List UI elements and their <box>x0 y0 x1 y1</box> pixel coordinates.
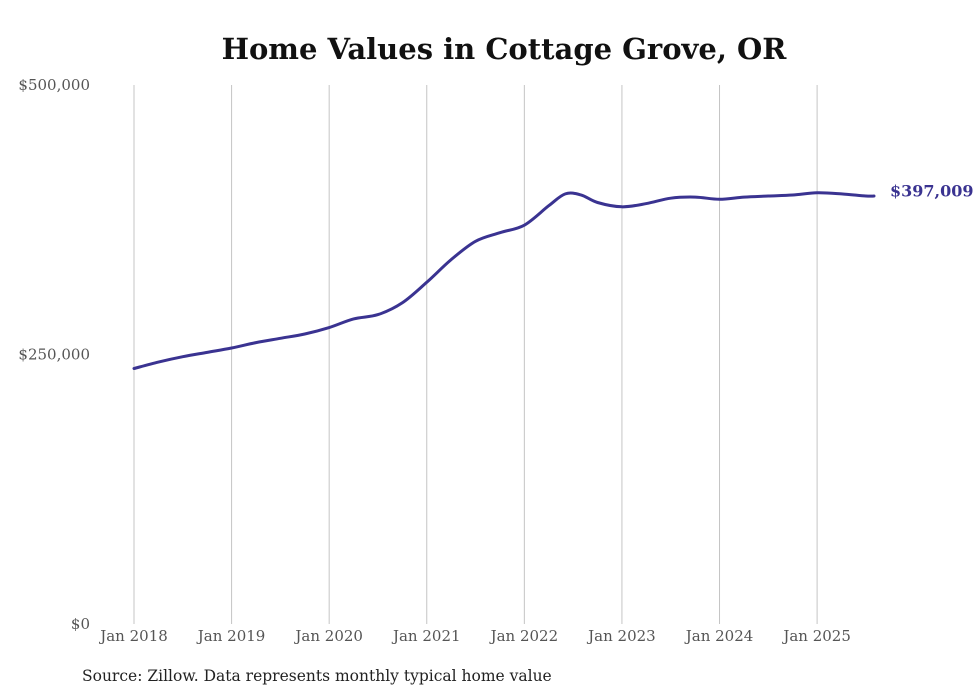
y-tick-label: $0 <box>71 615 90 633</box>
x-tick-label: Jan 2020 <box>293 627 363 645</box>
x-tick-label: Jan 2023 <box>586 627 656 645</box>
source-note: Source: Zillow. Data represents monthly … <box>82 667 552 685</box>
series-layer: $397,009 <box>132 182 974 371</box>
x-tick-label: Jan 2021 <box>391 627 461 645</box>
chart-title: Home Values in Cottage Grove, OR <box>222 32 788 66</box>
x-tick-label: Jan 2018 <box>98 627 168 645</box>
gridlines <box>133 85 818 624</box>
x-tick-label: Jan 2024 <box>684 627 754 645</box>
y-tick-label: $250,000 <box>18 346 90 364</box>
x-axis-ticks: Jan 2018 Jan 2019 Jan 2020 Jan 2021 Jan 2022… <box>98 627 851 645</box>
x-tick-label: Jan 2022 <box>489 627 559 645</box>
x-tick-label: Jan 2025 <box>781 627 851 645</box>
x-tick-label: Jan 2019 <box>196 627 266 645</box>
y-axis-ticks: $0 $250,000 $500,000 <box>18 76 90 633</box>
y-tick-label: $500,000 <box>18 76 90 94</box>
series-end-label: $397,009 <box>890 182 974 201</box>
line-chart: Home Values in Cottage Grove, OR $0 $250,… <box>18 32 974 645</box>
series-line <box>132 191 876 371</box>
